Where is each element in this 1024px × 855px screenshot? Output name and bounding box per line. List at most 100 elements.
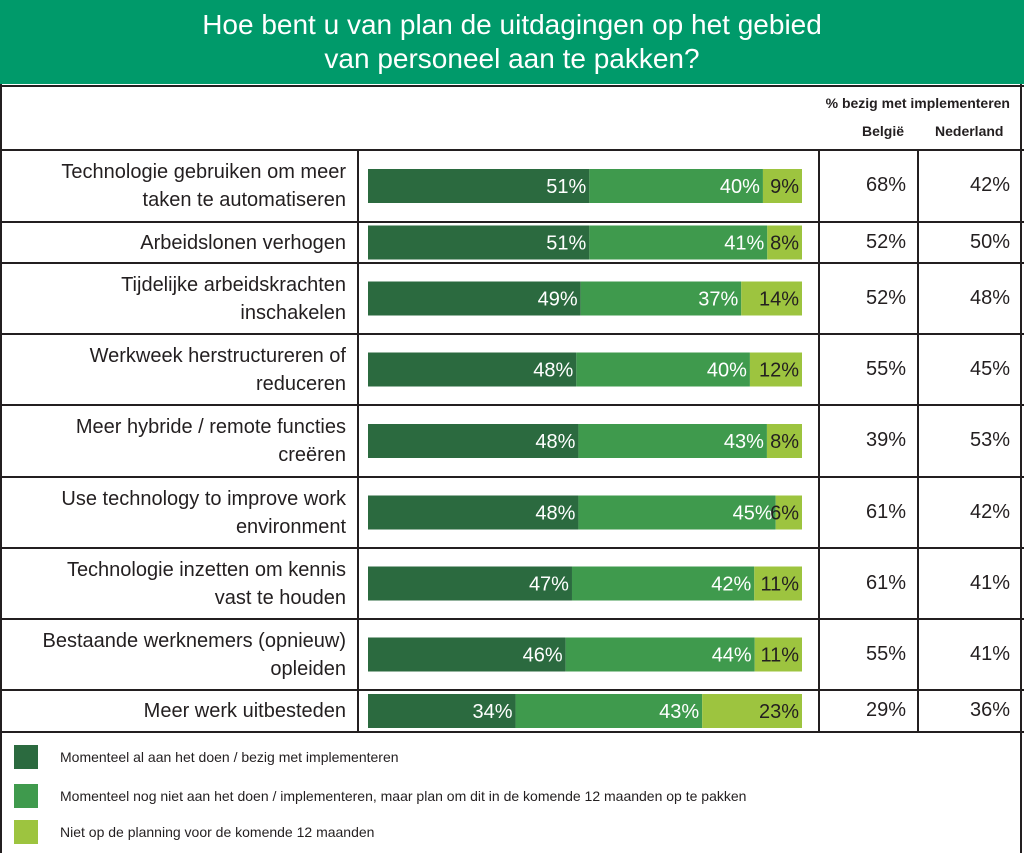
data-label: 8% xyxy=(770,233,799,255)
row-label-line: opleiden xyxy=(270,657,346,680)
data-label: 37% xyxy=(698,289,738,311)
legend-label-not-planned: Niet op de planning voor de komende 12 m… xyxy=(60,824,375,840)
belgie-value: 61% xyxy=(865,500,906,523)
data-label: 23% xyxy=(759,701,799,723)
bar-segment-current xyxy=(368,637,566,672)
bar-segment-not-planned xyxy=(754,566,802,601)
nederland-value: 53% xyxy=(969,429,1010,451)
data-label: 42% xyxy=(711,574,751,596)
row-label-line: Meer hybride / remote functies xyxy=(75,416,346,438)
bar-segment-planned xyxy=(515,694,703,728)
row-label: Bestaande werknemers (opnieuw) opleiden xyxy=(10,619,347,690)
bar-segment-planned xyxy=(580,281,742,316)
data-label: 40% xyxy=(707,360,747,382)
row-label-line: Werkweek herstructureren of xyxy=(89,344,346,367)
nederland-value: 41% xyxy=(969,571,1010,594)
bar-segment-planned xyxy=(589,169,763,203)
legend-swatch-mid xyxy=(14,784,38,808)
row-label-line: reduceren xyxy=(255,372,346,395)
row-label: Werkweek herstructureren of reduceren xyxy=(10,334,346,405)
belgie-value: 52% xyxy=(865,230,906,253)
row-label-line: Meer werk uitbesteden xyxy=(143,700,346,722)
row-label-line: creëren xyxy=(278,444,346,466)
row-label-line: Bestaande werknemers (opnieuw) xyxy=(42,629,347,652)
row-label: Arbeidslonen verhogen xyxy=(10,222,346,263)
data-label: 14% xyxy=(759,289,799,311)
belgie-value: 52% xyxy=(865,286,906,309)
bar-segment-not-planned xyxy=(766,424,802,458)
legend-label-current: Momenteel al aan het doen / bezig met im… xyxy=(60,749,399,765)
column-header-belgie: België xyxy=(862,123,905,139)
bar-segment-current xyxy=(368,566,572,601)
bar-segment-current xyxy=(368,281,581,316)
belgie-value: 68% xyxy=(865,174,906,196)
data-label: 48% xyxy=(535,431,575,453)
data-label: 51% xyxy=(546,176,586,198)
bar-segment-current xyxy=(368,225,590,260)
belgie-value: 61% xyxy=(865,571,906,594)
title-line-1: Hoe bent u van plan de uitdagingen op he… xyxy=(202,9,822,40)
row-label: Tijdelijke arbeidskrachten inschakelen xyxy=(10,263,346,334)
data-label: 43% xyxy=(659,701,699,723)
bar-segment-planned xyxy=(589,225,768,260)
data-label: 51% xyxy=(546,233,586,255)
row-label-line: Arbeidslonen verhogen xyxy=(140,231,346,254)
legend-item-planned: Momenteel nog niet aan het doen / implem… xyxy=(14,784,746,808)
bar-segment-planned xyxy=(576,352,750,387)
bar-segment-not-planned xyxy=(754,637,802,672)
belgie-value: 55% xyxy=(865,642,906,665)
data-label: 11% xyxy=(760,645,799,667)
data-label: 49% xyxy=(538,289,578,311)
legend-item-not-planned: Niet op de planning voor de komende 12 m… xyxy=(14,820,374,844)
nederland-value: 41% xyxy=(969,642,1010,665)
row-label-line: taken te automatiseren xyxy=(142,189,346,211)
bar-segment-not-planned xyxy=(741,281,802,316)
data-label: 6% xyxy=(770,503,799,525)
row-label-line: inschakelen xyxy=(240,301,346,324)
bar-segment-planned xyxy=(578,424,767,458)
bar-segment-current xyxy=(368,495,579,530)
nederland-value: 42% xyxy=(969,174,1010,196)
bar-segment-current xyxy=(368,424,579,458)
row-label-line: vast te houden xyxy=(214,586,346,609)
row-label-line: Technologie gebruiken om meer xyxy=(61,161,346,183)
data-label: 43% xyxy=(724,431,764,453)
table-frame xyxy=(0,84,1022,853)
data-label: 34% xyxy=(473,701,513,723)
legend-item-current: Momenteel al aan het doen / bezig met im… xyxy=(14,745,399,769)
row-label-line: Technologie inzetten om kennis xyxy=(66,558,346,581)
bar-segment-current xyxy=(368,694,516,728)
data-label: 44% xyxy=(712,645,752,667)
row-label-line: Use technology to improve work xyxy=(61,487,346,510)
chart-title: Hoe bent u van plan de uitdagingen op he… xyxy=(0,0,1024,84)
data-label: 47% xyxy=(529,574,569,596)
legend-label-planned: Momenteel nog niet aan het doen / implem… xyxy=(60,788,747,804)
bar-segment-not-planned xyxy=(767,225,802,260)
bar-segment-current xyxy=(368,352,577,387)
legend-swatch-dark xyxy=(14,745,38,769)
data-label: 45% xyxy=(733,503,773,525)
bar-segment-not-planned xyxy=(762,169,802,203)
data-label: 46% xyxy=(523,645,563,667)
data-label: 40% xyxy=(720,176,760,198)
bar-segment-planned xyxy=(565,637,755,672)
data-label: 41% xyxy=(724,233,764,255)
row-label-line: Tijdelijke arbeidskrachten xyxy=(121,273,346,296)
row-label: Use technology to improve work environmen… xyxy=(10,477,346,548)
belgie-value: 39% xyxy=(865,429,906,451)
belgie-value: 29% xyxy=(865,699,906,721)
belgie-value: 55% xyxy=(865,357,906,380)
data-label: 11% xyxy=(760,574,799,596)
column-header-nederland: Nederland xyxy=(935,123,1004,139)
nederland-value: 36% xyxy=(969,699,1010,721)
legend-swatch-light xyxy=(14,820,38,844)
row-label: Technologie inzetten om kennis vast te ho… xyxy=(10,548,346,619)
bar-segment-planned xyxy=(571,566,755,601)
nederland-value: 50% xyxy=(969,230,1010,253)
title-line-2: van personeel aan te pakken? xyxy=(324,43,700,74)
nederland-value: 48% xyxy=(969,286,1010,309)
header-note: % bezig met implementeren xyxy=(825,95,1010,111)
bar-segment-planned xyxy=(578,495,776,530)
bar-segment-not-planned xyxy=(749,352,802,387)
row-label-line: environment xyxy=(235,515,346,538)
